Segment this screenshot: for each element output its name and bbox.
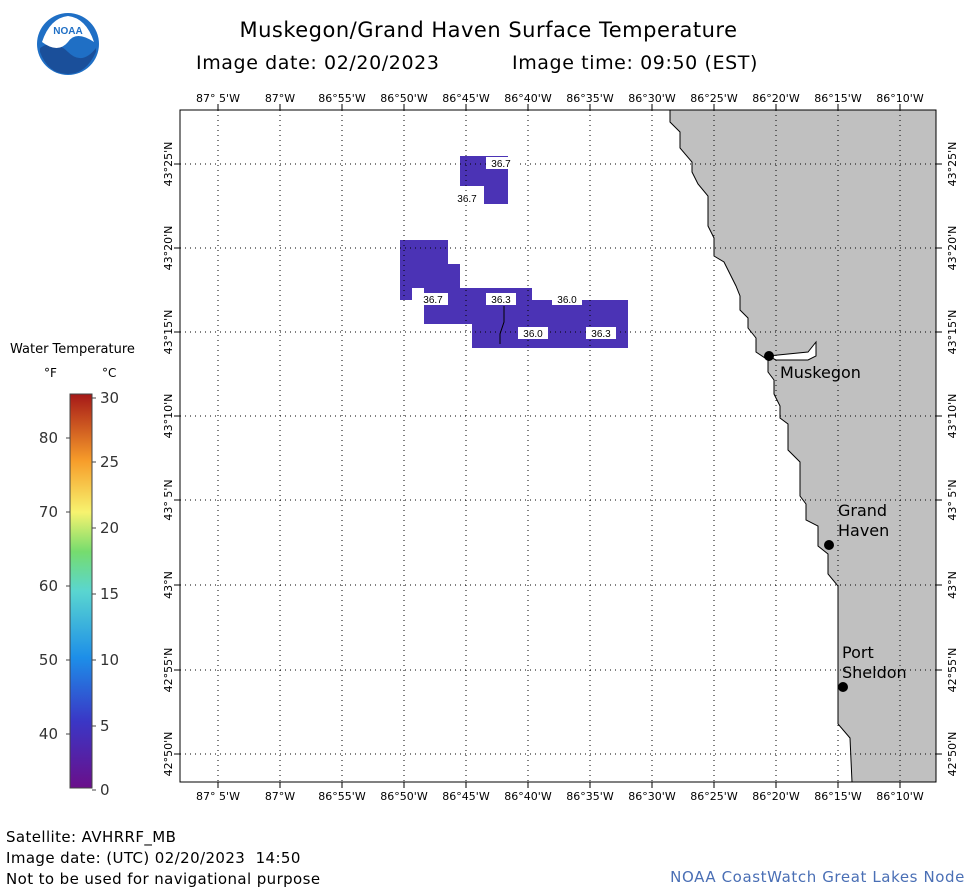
lon-label-top: 86°20'W xyxy=(752,92,800,105)
legend-f-label: 80 xyxy=(39,429,58,447)
lon-label-bottom: 86°30'W xyxy=(628,790,676,803)
lon-label-top: 87° 5'W xyxy=(196,92,240,105)
temp-label: 36.3 xyxy=(591,329,611,340)
temp-label: 36.0 xyxy=(557,295,577,306)
lon-label-bottom: 86°50'W xyxy=(380,790,428,803)
lat-label-right: 42°55'N xyxy=(946,648,959,693)
temp-label: 36.7 xyxy=(457,194,477,205)
temp-label-box xyxy=(586,327,616,339)
temp-label: 36.7 xyxy=(423,295,443,306)
lat-label-right: 43°20'N xyxy=(946,226,959,271)
legend-title: Water Temperature xyxy=(10,342,135,357)
legend-c-label: 5 xyxy=(100,717,110,735)
lon-label-top: 86°25'W xyxy=(690,92,738,105)
lon-label-bottom: 86°10'W xyxy=(876,790,924,803)
lon-label-top: 86°15'W xyxy=(814,92,862,105)
lon-label-bottom: 86°25'W xyxy=(690,790,738,803)
image-date: Image date: 02/20/2023 xyxy=(196,52,440,74)
legend-c-label: 25 xyxy=(100,453,119,471)
city-marker xyxy=(764,351,774,361)
map-title: Muskegon/Grand Haven Surface Temperature xyxy=(239,18,738,42)
noaa-logo-text: NOAA xyxy=(53,26,82,37)
lon-label-top: 86°35'W xyxy=(566,92,614,105)
legend-colorbar xyxy=(69,393,93,789)
temp-label-box xyxy=(486,293,516,305)
lon-label-top: 86°40'W xyxy=(504,92,552,105)
lon-label-top: 86°55'W xyxy=(318,92,366,105)
city-label: Grand xyxy=(838,501,887,520)
legend-f-label: 60 xyxy=(39,577,58,595)
sst-patch xyxy=(520,300,592,348)
city-marker xyxy=(838,682,848,692)
noaa-logo: NOAA xyxy=(37,13,99,75)
temp-label-box xyxy=(486,157,516,169)
legend-f-label: 50 xyxy=(39,651,58,669)
sst-patches xyxy=(400,156,628,348)
lat-label-left: 42°50'N xyxy=(162,732,175,777)
lon-label-bottom: 87° 5'W xyxy=(196,790,240,803)
lat-label-left: 43° 5'N xyxy=(162,479,175,520)
satellite-text: Satellite: AVHRRF_MB xyxy=(6,828,177,846)
city-label: Port xyxy=(842,643,874,662)
lat-label-right: 42°50'N xyxy=(946,732,959,777)
land-area xyxy=(669,109,937,783)
temp-label-box xyxy=(518,327,548,339)
lat-label-right: 43°25'N xyxy=(946,142,959,187)
lon-label-top: 87°W xyxy=(265,92,295,105)
legend-c-label: 15 xyxy=(100,585,119,603)
lon-label-bottom: 87°W xyxy=(265,790,295,803)
lon-label-bottom: 86°35'W xyxy=(566,790,614,803)
legend-c-label: 0 xyxy=(100,781,110,799)
lon-label-top: 86°45'W xyxy=(442,92,490,105)
lat-label-right: 43°15'N xyxy=(946,310,959,355)
lat-label-left: 43°25'N xyxy=(162,142,175,187)
temp-label-box xyxy=(452,192,482,204)
temp-label-box xyxy=(418,293,448,305)
lon-label-top: 86°30'W xyxy=(628,92,676,105)
lat-label-left: 43°15'N xyxy=(162,310,175,355)
lat-label-right: 43°N xyxy=(946,571,959,599)
lat-label-right: 43° 5'N xyxy=(946,479,959,520)
lon-label-bottom: 86°40'W xyxy=(504,790,552,803)
city-label: Haven xyxy=(838,521,889,540)
lon-label-top: 86°50'W xyxy=(380,92,428,105)
legend-f-label: 40 xyxy=(39,725,58,743)
legend-unit-f: °F xyxy=(44,366,57,380)
legend-c-label: 20 xyxy=(100,519,119,537)
lat-label-left: 43°10'N xyxy=(162,394,175,439)
lon-label-bottom: 86°20'W xyxy=(752,790,800,803)
lon-label-bottom: 86°15'W xyxy=(814,790,862,803)
city-marker xyxy=(824,540,834,550)
city-label: Muskegon xyxy=(780,363,861,382)
image-time: Image time: 09:50 (EST) xyxy=(512,52,759,74)
utc-date-text: Image date: (UTC) 02/20/2023 14:50 xyxy=(6,849,301,867)
lat-label-left: 42°55'N xyxy=(162,648,175,693)
temp-label: 36.7 xyxy=(491,159,511,170)
lat-label-left: 43°20'N xyxy=(162,226,175,271)
legend-c-label: 30 xyxy=(100,389,119,407)
lon-label-bottom: 86°45'W xyxy=(442,790,490,803)
temp-label: 36.0 xyxy=(523,329,543,340)
city-label: Sheldon xyxy=(842,663,907,682)
lat-label-right: 43°10'N xyxy=(946,394,959,439)
lat-label-left: 43°N xyxy=(162,571,175,599)
coastwatch-node-text: NOAA CoastWatch Great Lakes Node xyxy=(670,868,965,886)
temp-label: 36.3 xyxy=(491,295,511,306)
lon-label-bottom: 86°55'W xyxy=(318,790,366,803)
lon-label-top: 86°10'W xyxy=(876,92,924,105)
legend-c-label: 10 xyxy=(100,651,119,669)
disclaimer-text: Not to be used for navigational purpose xyxy=(6,870,321,888)
sst-patch xyxy=(584,300,628,348)
legend-unit-c: °C xyxy=(102,366,117,380)
temp-label-box xyxy=(552,293,582,305)
legend-f-label: 70 xyxy=(39,503,58,521)
